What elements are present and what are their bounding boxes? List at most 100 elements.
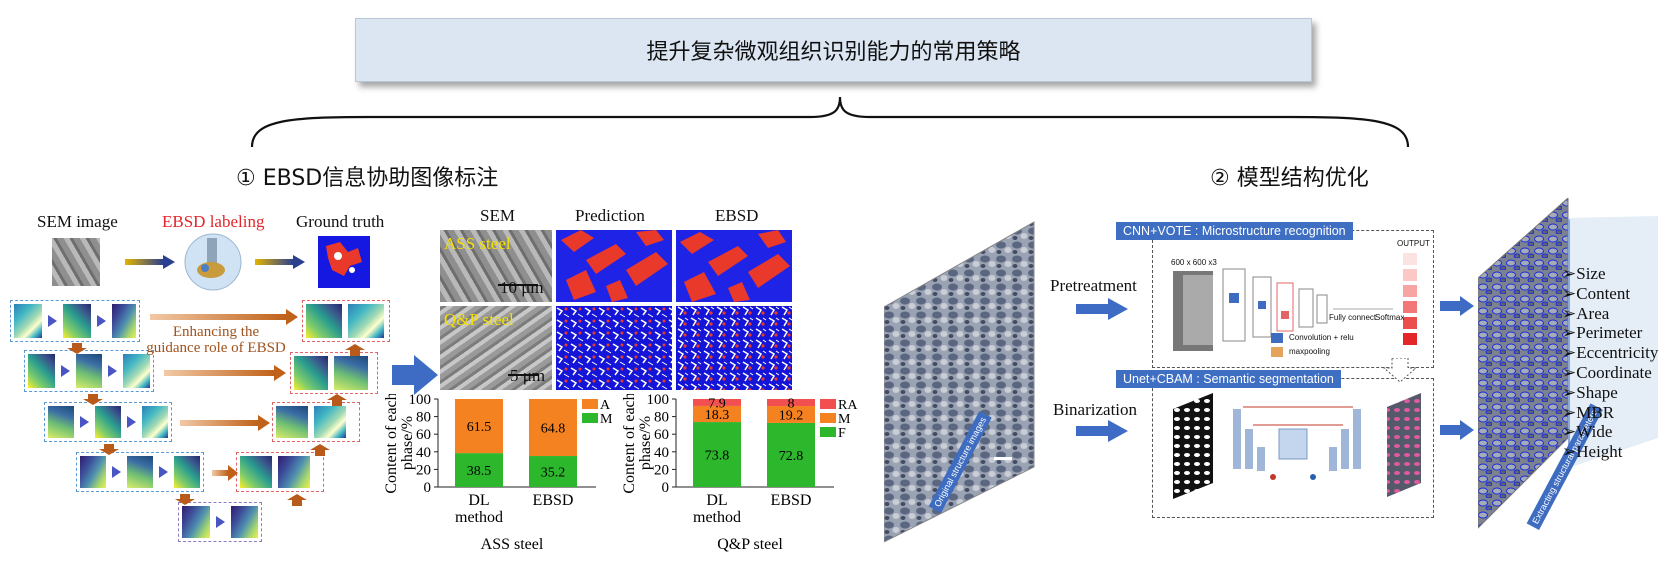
bar-segment — [693, 422, 741, 487]
pretreatment-label: Pretreatment — [1050, 276, 1137, 295]
scale-label-10um: 10 μm — [500, 278, 544, 297]
y-axis-label: phase/% — [637, 416, 654, 470]
cnn-box: 600 x 600 x3 OUTPUT Convolution + relu m… — [1152, 230, 1434, 368]
main-title: 提升复杂微观组织识别能力的常用策略 — [646, 40, 1021, 65]
qp-ebsd-image — [676, 306, 792, 390]
parameter-item: ➢Eccentricity — [1562, 343, 1659, 363]
col-header-ebsd: EBSD — [715, 206, 759, 225]
y-tick-label: 0 — [662, 480, 670, 496]
x-tick-label: DL — [706, 492, 727, 509]
chart-title: Q&P steel — [717, 536, 783, 553]
arrow-right-icon — [125, 255, 175, 269]
feature-map-row-2 — [24, 350, 154, 392]
bar-segment — [767, 399, 815, 407]
ground-truth-label: Ground truth — [296, 212, 385, 231]
row-label-qp: Q&P steel — [444, 310, 514, 329]
data-label: 19.2 — [779, 408, 804, 423]
ebsd-labeling-label: EBSD labeling — [162, 212, 265, 231]
data-label: 35.2 — [541, 466, 566, 481]
decoder-row-1 — [302, 300, 390, 342]
x-tick-label: method — [693, 509, 741, 526]
bar-segment — [693, 405, 741, 423]
bar-segment — [455, 399, 503, 454]
parameter-item: ➢Content — [1562, 283, 1631, 303]
legend-swatch — [582, 413, 598, 423]
y-tick-label: 60 — [654, 427, 669, 443]
y-tick-label: 100 — [647, 394, 670, 408]
legend-label: M — [600, 412, 613, 427]
arrow-right-icon — [1440, 296, 1474, 316]
parameter-item: ➢Area — [1562, 303, 1610, 323]
cnn-output-label: OUTPUT — [1397, 239, 1430, 248]
legend-swatch — [820, 427, 836, 437]
big-arrow-icon — [392, 355, 438, 395]
y-tick-label: 40 — [416, 445, 431, 461]
parameter-item: ➢Coordinate — [1562, 362, 1652, 382]
sem-image-label: SEM image — [37, 212, 118, 231]
y-axis-label: Content of each — [621, 394, 638, 494]
cnn-box-title: CNN+VOTE : Microstructure recognition — [1116, 222, 1353, 240]
data-label: 18.3 — [705, 408, 730, 423]
cnn-pool-label: maxpooling — [1289, 347, 1330, 356]
parameter-item: ➢Wide — [1562, 422, 1613, 442]
legend-label: F — [838, 426, 846, 441]
legend-swatch — [820, 413, 836, 423]
y-tick-label: 60 — [416, 427, 431, 443]
parameter-item: ➢MBR — [1562, 402, 1615, 422]
scale-bar — [498, 284, 538, 286]
decoder-row-2 — [290, 352, 378, 394]
qp-sem-image: Q&P steel 5 μm — [440, 306, 552, 390]
section2-title: ② 模型结构优化 — [1210, 166, 1369, 191]
arrow-right-icon — [1440, 420, 1474, 440]
skip-connections — [67, 309, 365, 506]
parameter-item: ➢Perimeter — [1562, 323, 1643, 343]
feature-map-row-1 — [10, 300, 140, 342]
y-tick-label: 20 — [416, 462, 431, 478]
x-tick-label: EBSD — [533, 492, 574, 509]
parameter-item: ➢Shape — [1562, 382, 1618, 402]
data-label: 61.5 — [467, 420, 492, 435]
scale-label-5um: 5 μm — [510, 366, 546, 385]
x-tick-label: EBSD — [771, 492, 812, 509]
ebsd-detector-icon — [184, 233, 242, 291]
row-label-ass: ASS steel — [444, 234, 511, 253]
y-tick-label: 0 — [424, 480, 432, 496]
decoder-row-4 — [236, 452, 324, 492]
x-tick-label: DL — [468, 492, 489, 509]
parameter-item: ➢Height — [1562, 442, 1623, 462]
data-label: 64.8 — [541, 422, 566, 437]
ground-truth-thumbnail — [318, 236, 370, 288]
cnn-input-label: 600 x 600 x3 — [1171, 258, 1217, 267]
y-tick-label: 80 — [654, 410, 669, 426]
y-axis-label: Content of each — [383, 394, 400, 494]
unet-box-title: Unet+CBAM : Semantic segmentation — [1116, 370, 1341, 388]
data-label: 72.8 — [779, 449, 804, 464]
binarization-label: Binarization — [1053, 400, 1138, 419]
data-label: 8 — [788, 397, 795, 412]
legend-swatch — [820, 399, 836, 409]
legend-label: M — [838, 412, 851, 427]
guidance-text: Enhancing the guidance role of EBSD — [146, 324, 286, 356]
ass-sem-image: ASS steel 10 μm — [440, 230, 552, 302]
down-arrow-icon — [1382, 358, 1418, 383]
parameter-list: ➢Size ➢Content ➢Area ➢Perimeter ➢Eccentr… — [1562, 264, 1658, 462]
unet-box — [1152, 378, 1434, 518]
y-tick-label: 40 — [654, 445, 669, 461]
parameter-item: ➢Size — [1562, 264, 1606, 283]
bar-segment — [529, 399, 577, 457]
original-structure-image — [884, 221, 1035, 543]
sem-thumbnail — [52, 238, 100, 286]
feature-map-bottleneck — [178, 502, 262, 542]
bar-segment — [529, 456, 577, 487]
cnn-fc-label: Fully connect — [1329, 313, 1377, 322]
y-axis-label: phase/% — [399, 416, 416, 470]
arrow-right-icon — [1076, 298, 1128, 320]
legend-label: RA — [838, 398, 858, 413]
bar-segment — [767, 406, 815, 423]
ass-prediction-image — [556, 230, 672, 302]
y-tick-label: 100 — [409, 394, 432, 408]
cnn-softmax-label: Softmax — [1375, 313, 1405, 322]
bar-segment — [767, 422, 815, 487]
feature-map-row-4 — [76, 452, 204, 492]
